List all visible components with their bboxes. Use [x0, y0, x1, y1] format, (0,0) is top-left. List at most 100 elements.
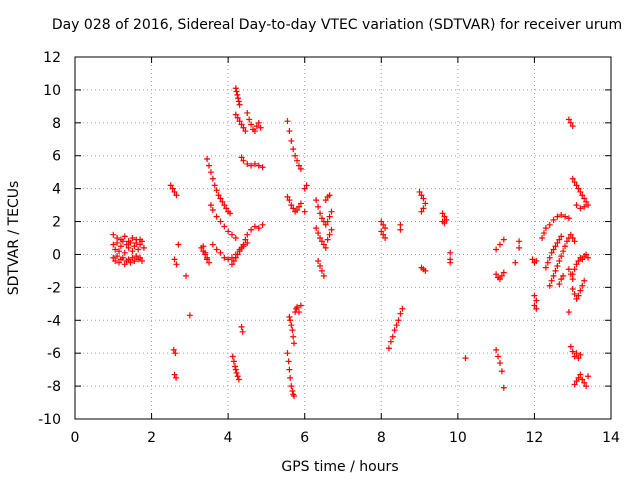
- data-point: [217, 249, 224, 256]
- data-point: [238, 154, 245, 161]
- data-point: [422, 200, 429, 207]
- data-point: [531, 292, 538, 299]
- data-point: [575, 355, 582, 362]
- data-point: [131, 243, 138, 250]
- data-point: [546, 282, 553, 289]
- data-point: [225, 256, 232, 263]
- data-point: [240, 241, 247, 248]
- data-point: [110, 241, 117, 248]
- data-point: [544, 259, 551, 266]
- data-point: [209, 207, 216, 214]
- data-point: [297, 200, 304, 207]
- data-point: [288, 322, 295, 329]
- data-point: [232, 85, 239, 92]
- data-point: [253, 123, 260, 130]
- data-point: [324, 236, 331, 243]
- y-tick-label: 12: [43, 50, 61, 66]
- data-point: [251, 223, 258, 230]
- data-point: [246, 116, 253, 123]
- data-point: [313, 197, 320, 204]
- x-tick-label: 4: [224, 430, 233, 446]
- data-point: [286, 313, 293, 320]
- y-tick-label: -4: [47, 313, 61, 329]
- data-point: [244, 109, 251, 116]
- data-point: [318, 238, 325, 245]
- data-point: [284, 350, 291, 357]
- data-point: [240, 157, 247, 164]
- data-point: [556, 258, 563, 265]
- data-point: [542, 264, 549, 271]
- data-point: [242, 128, 249, 135]
- data-point: [240, 124, 247, 131]
- data-point: [303, 182, 310, 189]
- data-point: [571, 381, 578, 388]
- data-point: [575, 258, 582, 265]
- data-point: [183, 272, 190, 279]
- data-point: [227, 210, 234, 217]
- data-point: [297, 165, 304, 172]
- data-point: [575, 374, 582, 381]
- data-point: [395, 317, 402, 324]
- data-point: [294, 207, 301, 214]
- data-point: [533, 297, 540, 304]
- data-point: [223, 205, 230, 212]
- data-point: [318, 215, 325, 222]
- data-point: [121, 249, 128, 256]
- data-point: [234, 114, 241, 121]
- data-point: [255, 119, 262, 126]
- data-point: [137, 236, 144, 243]
- x-tick-label: 14: [602, 430, 620, 446]
- data-point: [259, 164, 266, 171]
- data-point: [569, 348, 576, 355]
- data-point: [571, 353, 578, 360]
- data-point: [294, 304, 301, 311]
- data-point: [577, 351, 584, 358]
- data-point: [259, 221, 266, 228]
- data-point: [236, 248, 243, 255]
- y-tick-label: 10: [43, 83, 61, 99]
- data-point: [420, 205, 427, 212]
- data-point: [397, 226, 404, 233]
- data-point: [562, 243, 569, 250]
- data-point: [531, 302, 538, 309]
- data-point: [232, 366, 239, 373]
- data-point: [125, 244, 132, 251]
- data-point: [235, 376, 242, 383]
- data-point: [288, 202, 295, 209]
- data-point: [326, 231, 333, 238]
- data-point: [541, 230, 547, 237]
- data-point: [209, 241, 216, 248]
- data-point: [380, 221, 387, 228]
- data-point: [235, 98, 242, 105]
- data-point: [129, 248, 136, 255]
- data-point: [238, 244, 245, 251]
- data-point: [315, 230, 322, 237]
- x-tick-labels: 0 2 4 6 8 10 12 14: [71, 430, 620, 446]
- data-point: [315, 203, 322, 210]
- data-point: [173, 192, 180, 199]
- data-point: [125, 256, 132, 263]
- data-point: [167, 182, 174, 189]
- data-point: [516, 238, 523, 245]
- data-point: [285, 358, 292, 365]
- data-point: [219, 198, 226, 205]
- data-point: [382, 225, 389, 232]
- data-point: [554, 213, 561, 220]
- x-tick-label: 8: [377, 430, 386, 446]
- x-axis-label: GPS time / hours: [281, 459, 398, 475]
- data-point: [389, 333, 396, 340]
- data-point: [110, 231, 117, 238]
- data-point: [206, 259, 212, 266]
- data-point: [573, 350, 580, 357]
- data-point: [284, 118, 291, 125]
- data-point: [207, 169, 214, 176]
- data-point: [169, 185, 176, 192]
- data-point: [117, 236, 124, 243]
- data-point: [554, 239, 561, 246]
- data-point: [139, 258, 145, 265]
- data-point: [284, 193, 291, 200]
- data-point: [125, 238, 132, 245]
- data-point: [186, 312, 193, 319]
- data-point: [295, 309, 302, 316]
- data-point: [447, 249, 454, 256]
